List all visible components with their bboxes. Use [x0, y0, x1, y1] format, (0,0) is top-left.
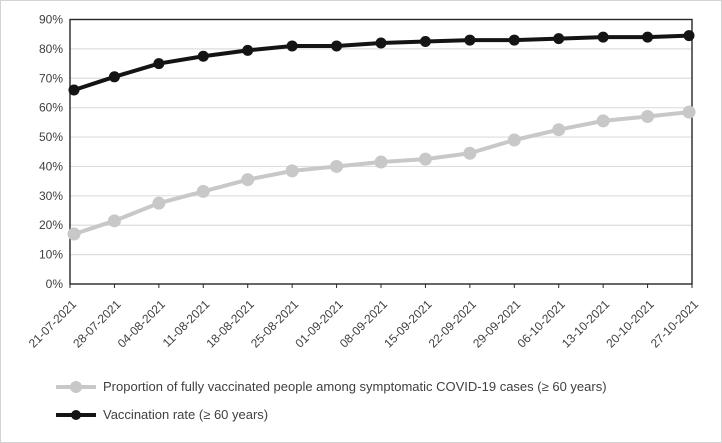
- series-marker-gray-icon: [56, 381, 96, 393]
- svg-text:04-08-2021: 04-08-2021: [115, 297, 169, 351]
- svg-text:50%: 50%: [39, 130, 63, 144]
- svg-text:80%: 80%: [39, 42, 63, 56]
- svg-text:90%: 90%: [39, 13, 63, 27]
- series-marker-black-icon: [56, 410, 96, 420]
- chart-legend: Proportion of fully vaccinated people am…: [55, 378, 607, 424]
- legend-label-cases-proportion: Proportion of fully vaccinated people am…: [103, 379, 607, 394]
- svg-text:10%: 10%: [39, 248, 63, 262]
- svg-text:0%: 0%: [46, 277, 64, 291]
- legend-label-vaccination-rate: Vaccination rate (≥ 60 years): [103, 407, 269, 422]
- legend-item-vaccination-rate: Vaccination rate (≥ 60 years): [55, 406, 607, 424]
- svg-text:27-10-2021: 27-10-2021: [648, 297, 702, 351]
- svg-text:20%: 20%: [39, 218, 63, 232]
- svg-text:60%: 60%: [39, 101, 63, 115]
- legend-item-cases-proportion: Proportion of fully vaccinated people am…: [55, 378, 607, 396]
- svg-text:40%: 40%: [39, 159, 63, 173]
- svg-text:70%: 70%: [39, 71, 63, 85]
- svg-text:30%: 30%: [39, 189, 63, 203]
- line-chart-canvas: 0%10%20%30%40%50%60%70%80%90%21-07-20212…: [26, 13, 702, 351]
